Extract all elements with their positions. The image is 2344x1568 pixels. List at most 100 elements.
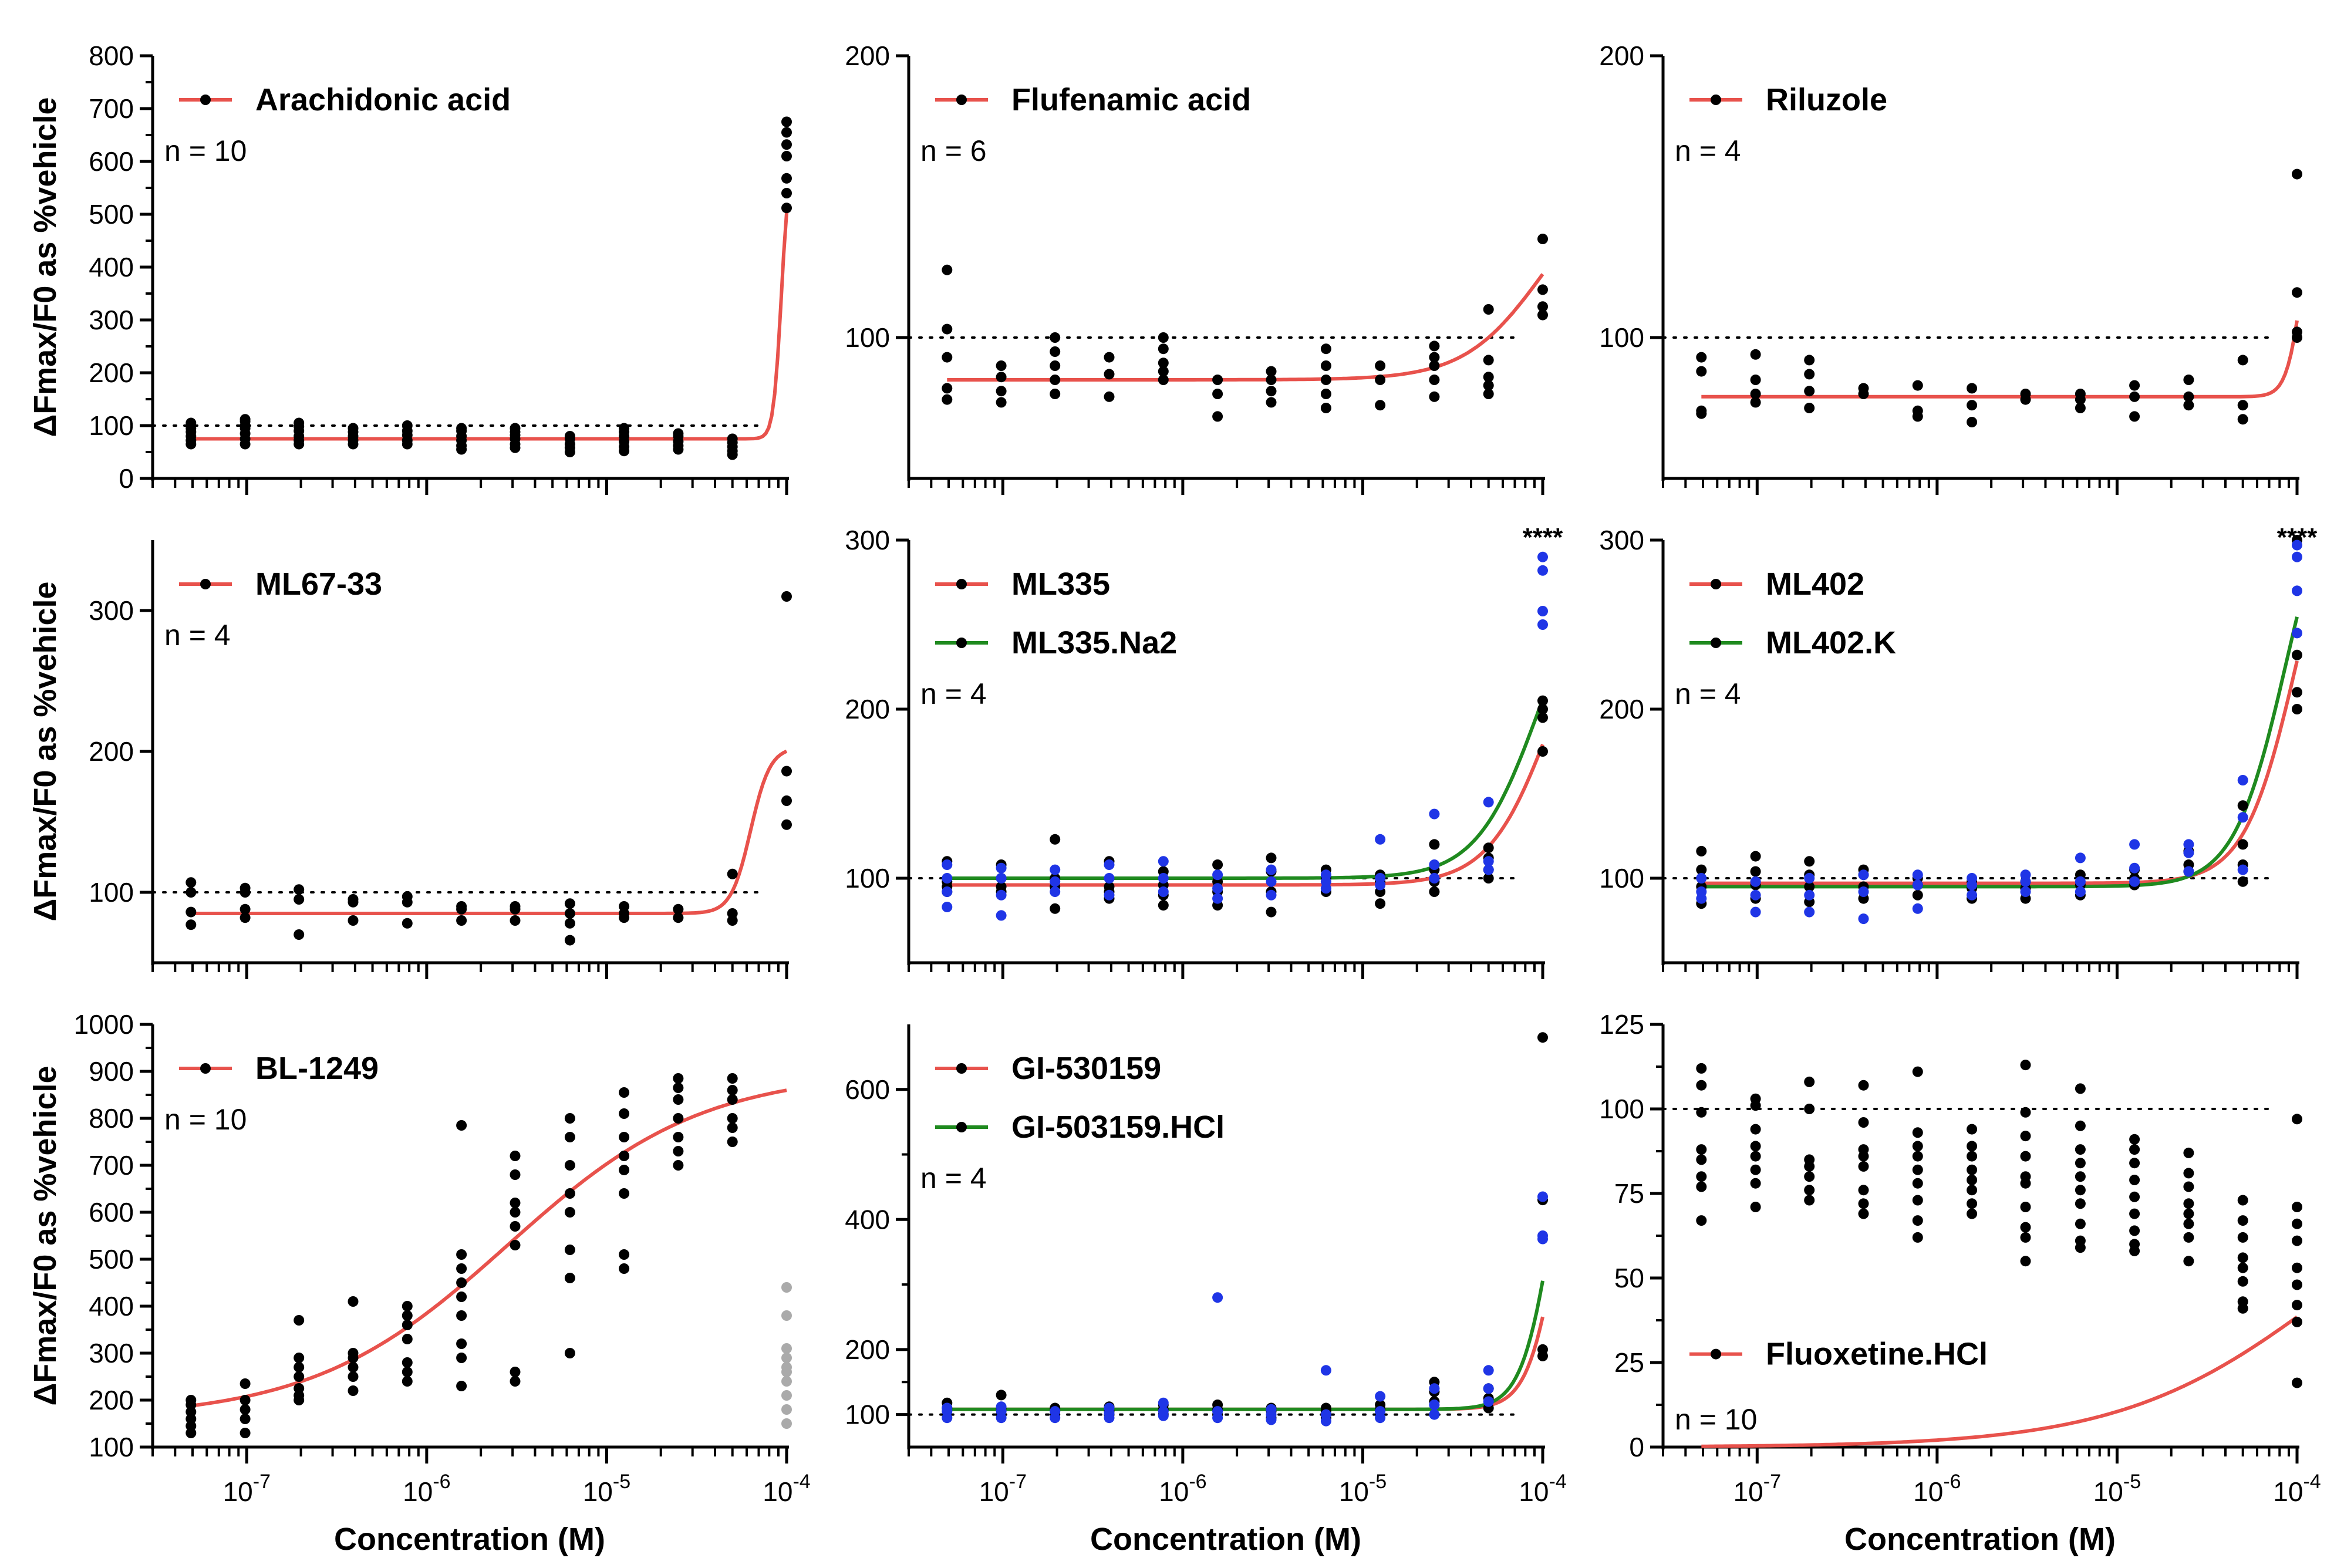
data-point <box>2075 1185 2086 1196</box>
data-point <box>2237 775 2248 785</box>
data-point <box>781 188 792 198</box>
data-point <box>1212 1406 1223 1417</box>
data-point <box>1158 375 1169 385</box>
n-label: n = 4 <box>920 1162 987 1195</box>
x-tick-label: 10-7 <box>979 1471 1027 1507</box>
data-point <box>2075 876 2086 887</box>
data-point <box>1750 349 1761 360</box>
data-point <box>1967 400 1978 411</box>
data-point <box>619 1263 630 1274</box>
legend-marker <box>1711 1348 1721 1360</box>
data-point <box>942 902 953 912</box>
data-point <box>1804 1104 1815 1114</box>
panel-2: 100 200 Flufenamic acid n = 6 <box>845 41 1548 495</box>
data-point <box>510 1376 521 1387</box>
data-point <box>942 873 953 884</box>
data-point <box>456 1310 467 1321</box>
data-point <box>2129 1239 2140 1250</box>
data-point <box>1858 1080 1869 1091</box>
data-point <box>1967 1151 1978 1162</box>
data-point <box>402 1357 413 1368</box>
data-point <box>402 1310 413 1321</box>
data-point <box>1050 864 1061 875</box>
y-tick-label: 100 <box>1599 322 1644 353</box>
significance-annotation: **** <box>2277 523 2318 552</box>
data-point <box>1104 369 1115 380</box>
data-point <box>942 394 953 405</box>
data-point <box>1483 304 1494 315</box>
data-point <box>2292 539 2302 551</box>
data-point <box>1483 797 1494 808</box>
data-point <box>456 423 467 434</box>
data-point <box>2292 649 2302 660</box>
data-point <box>1158 332 1169 343</box>
data-point <box>1483 372 1494 383</box>
data-point <box>2183 1198 2194 1209</box>
data-point <box>2020 1171 2031 1182</box>
data-point <box>1912 1215 1923 1226</box>
data-point <box>1804 881 1815 892</box>
data-point <box>2183 375 2194 385</box>
data-point <box>2292 1262 2302 1273</box>
data-point <box>2237 839 2248 850</box>
data-point <box>1320 1409 1331 1420</box>
y-tick-label: 100 <box>845 322 890 353</box>
data-point <box>1320 389 1331 399</box>
legend-marker <box>956 638 967 648</box>
data-point <box>1537 695 1548 706</box>
data-point <box>2075 886 2086 897</box>
panel-9: 0 25 50 75 100 125 10-7 10-6 10-5 10-4 Fluoxetine.… <box>1599 1009 2321 1557</box>
data-point <box>1266 906 1277 918</box>
data-point <box>2075 389 2086 399</box>
data-point <box>2292 704 2302 714</box>
data-point <box>781 116 792 127</box>
data-point <box>996 372 1007 383</box>
y-tick-label: 100 <box>845 1400 890 1430</box>
data-point <box>2292 1114 2302 1125</box>
data-point <box>1912 879 1923 891</box>
data-point <box>2129 1191 2140 1202</box>
n-label: n = 6 <box>920 134 987 167</box>
legend-marker <box>956 95 967 105</box>
data-point <box>2020 886 2031 897</box>
data-point <box>2292 1377 2302 1388</box>
data-point <box>1212 411 1223 422</box>
data-point <box>1212 893 1223 904</box>
data-point <box>1912 1164 1923 1175</box>
data-point <box>1429 1409 1440 1420</box>
data-point <box>996 873 1007 884</box>
x-tick-label: 10-5 <box>2093 1471 2141 1507</box>
data-point <box>510 1169 521 1180</box>
data-point <box>186 919 197 930</box>
y-tick-label: 300 <box>89 595 134 626</box>
data-point <box>2292 1235 2302 1246</box>
data-point <box>996 360 1007 371</box>
data-point <box>1483 1383 1494 1394</box>
y-tick-label: 500 <box>89 1244 134 1274</box>
data-point <box>1483 389 1494 399</box>
data-point <box>1375 1406 1386 1417</box>
data-point <box>2237 800 2248 811</box>
data-point <box>942 323 953 335</box>
data-point <box>2183 1218 2194 1229</box>
data-point <box>1537 1230 1548 1241</box>
data-point <box>2292 287 2302 298</box>
data-point <box>2075 403 2086 413</box>
significance-annotation: **** <box>1523 523 1563 552</box>
data-point <box>727 1137 738 1147</box>
y-tick-label: 200 <box>1599 694 1644 724</box>
data-point <box>2020 389 2031 399</box>
data-point <box>673 1113 684 1124</box>
data-point <box>186 417 197 429</box>
data-point <box>348 1385 359 1396</box>
data-point <box>1483 1365 1494 1376</box>
data-point <box>1266 852 1277 864</box>
data-point <box>781 795 792 806</box>
data-point <box>1050 834 1061 845</box>
data-point <box>781 1282 792 1293</box>
data-point <box>1912 1066 1923 1077</box>
data-point <box>996 889 1007 901</box>
data-point <box>1858 1198 1869 1209</box>
data-point <box>1858 1144 1869 1155</box>
data-point <box>2075 1218 2086 1229</box>
